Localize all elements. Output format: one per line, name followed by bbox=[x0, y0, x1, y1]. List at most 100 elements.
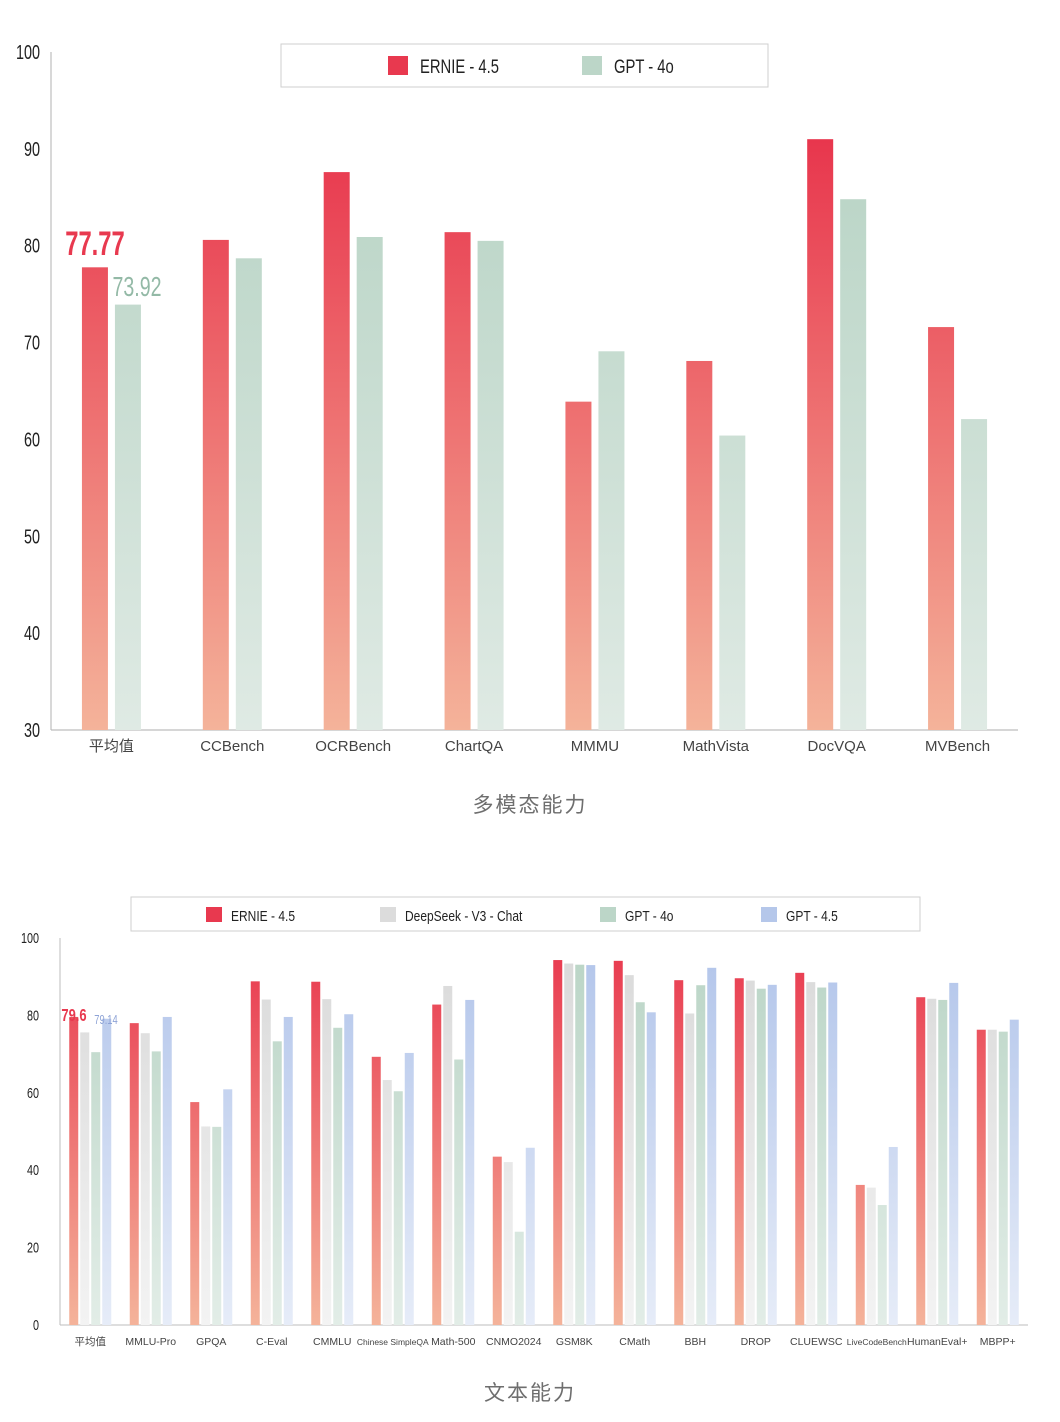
gpt45-average-label: 79.14 bbox=[94, 1014, 117, 1028]
bar-deepseek-math-500 bbox=[443, 985, 453, 1325]
legend-box bbox=[280, 43, 769, 88]
category-labels: 平均值 CCBench OCRBench ChartQA MMMU MathVista Do… bbox=[89, 738, 990, 755]
bar-ernie-humaneval bbox=[916, 997, 926, 1325]
category-label-gsm8k: GSM8K bbox=[556, 1336, 593, 1348]
bar-ernie-mmmu bbox=[565, 401, 592, 730]
bar-gpt45-cluewsc bbox=[828, 982, 838, 1325]
bar-gpt45-humaneval bbox=[949, 982, 959, 1325]
bar-gpt45-chinese-simpleqa bbox=[404, 1052, 414, 1325]
bar-deepseek-chinese-simpleqa bbox=[382, 1080, 392, 1325]
bar-deepseek-gpqa bbox=[201, 1126, 211, 1325]
bar-ernie-gsm8k bbox=[553, 960, 563, 1325]
y-tick-60: 60 bbox=[24, 428, 40, 451]
legend-swatch-gpt4o bbox=[600, 907, 616, 922]
bar-deepseek-cluewsc bbox=[806, 982, 816, 1325]
bar-gpt4o-chartqa bbox=[477, 240, 504, 730]
bar-gpt4o-mbpp bbox=[998, 1031, 1008, 1325]
category-label-humaneval: HumanEval+ bbox=[907, 1336, 967, 1348]
category-label-bbh: BBH bbox=[684, 1336, 706, 1348]
bar-gpt4o-cmath bbox=[635, 1002, 645, 1325]
bar-ernie-c-eval bbox=[250, 981, 260, 1325]
bar-ernie-chartqa bbox=[444, 232, 471, 730]
bars bbox=[69, 960, 1019, 1325]
category-label-cmmlu: CMMLU bbox=[313, 1336, 352, 1348]
bar-ernie-mbpp bbox=[976, 1029, 986, 1325]
bar-ernie-ocrbench bbox=[323, 172, 350, 731]
bar-gpt45-livecodebench bbox=[888, 1146, 898, 1325]
bar-deepseek-mmlu-pro bbox=[140, 1033, 150, 1325]
bar-deepseek-cnmo2024 bbox=[503, 1162, 513, 1325]
bar-gpt4o-gpqa bbox=[212, 1126, 222, 1325]
bar-deepseek-cmath bbox=[624, 975, 634, 1325]
bar-deepseek-drop bbox=[745, 980, 755, 1325]
bar-ernie-cmath bbox=[613, 960, 623, 1325]
bar-gpt4o-livecodebench bbox=[877, 1205, 887, 1325]
y-tick-90: 90 bbox=[24, 137, 40, 160]
legend: ERNIE - 4.5 GPT - 4o bbox=[280, 43, 769, 88]
text-ability-caption: 文本能力 bbox=[484, 1381, 576, 1405]
bar-ernie-avg bbox=[81, 267, 108, 730]
category-label-c-eval: C-Eval bbox=[256, 1336, 288, 1348]
category-label-mmmu: MMMU bbox=[571, 738, 619, 755]
legend-label-deepseek: DeepSeek - V3 - Chat bbox=[405, 908, 523, 925]
legend-label-ernie: ERNIE - 4.5 bbox=[231, 908, 295, 925]
bar-gpt4o-humaneval bbox=[938, 999, 948, 1325]
bar-gpt4o-cmmlu bbox=[333, 1027, 343, 1325]
bar-gpt45-avg bbox=[102, 1018, 112, 1325]
bar-gpt45-gsm8k bbox=[586, 965, 596, 1325]
bar-deepseek-avg bbox=[80, 1032, 90, 1325]
bar-gpt45-c-eval bbox=[283, 1016, 293, 1325]
category-label-cnmo2024: CNMO2024 bbox=[486, 1336, 542, 1348]
legend-box bbox=[130, 896, 921, 932]
bar-ernie-mvbench bbox=[928, 327, 955, 730]
y-tick-100: 100 bbox=[21, 929, 39, 946]
bar-gpt4o-gsm8k bbox=[575, 964, 585, 1325]
bar-gpt45-mbpp bbox=[1009, 1019, 1019, 1325]
bar-deepseek-cmmlu bbox=[322, 999, 332, 1325]
multimodal-chart: 100 90 80 70 60 50 40 30 平均值 CCBench OCRBench Char… bbox=[16, 41, 1018, 755]
legend-label-gpt4o: GPT - 4o bbox=[625, 908, 673, 925]
category-labels: 平均值 MMLU-Pro GPQA C-Eval CMMLU Chinese Simple… bbox=[75, 1335, 1016, 1348]
bar-gpt4o-ccbench bbox=[235, 258, 262, 730]
bar-gpt45-gpqa bbox=[223, 1089, 233, 1325]
bar-gpt4o-chinese-simpleqa bbox=[393, 1091, 403, 1325]
bar-deepseek-c-eval bbox=[261, 999, 271, 1325]
y-tick-80: 80 bbox=[27, 1007, 39, 1024]
category-label-math-500: Math-500 bbox=[431, 1336, 476, 1348]
category-label-ocrbench: OCRBench bbox=[315, 738, 391, 755]
bar-gpt4o-mmmu bbox=[598, 351, 625, 730]
category-label-mbpp: MBPP+ bbox=[980, 1336, 1016, 1348]
ernie-average-label: 79.6 bbox=[61, 1006, 86, 1026]
value-annotations: 77.77 73.92 bbox=[65, 225, 161, 303]
multimodal-caption: 多模态能力 bbox=[472, 793, 588, 817]
category-label-avg: 平均值 bbox=[89, 738, 134, 755]
category-label-chartqa: ChartQA bbox=[445, 738, 503, 755]
legend-label-gpt45: GPT - 4.5 bbox=[786, 908, 838, 925]
y-tick-60: 60 bbox=[27, 1084, 39, 1101]
category-label-docvqa: DocVQA bbox=[808, 738, 866, 755]
bar-ernie-cmmlu bbox=[311, 981, 321, 1325]
category-label-mathvista: MathVista bbox=[683, 738, 750, 755]
value-annotations: 79.6 79.14 bbox=[61, 1006, 117, 1027]
bar-deepseek-humaneval bbox=[927, 998, 937, 1325]
y-tick-80: 80 bbox=[24, 234, 40, 257]
bar-ernie-mmlu-pro bbox=[129, 1023, 139, 1325]
legend-swatch-ernie bbox=[206, 907, 222, 922]
category-label-cmath: CMath bbox=[619, 1336, 650, 1348]
bar-gpt4o-math-500 bbox=[454, 1059, 464, 1325]
bar-gpt45-drop bbox=[767, 984, 777, 1325]
legend-swatch-ernie bbox=[388, 56, 408, 75]
y-tick-50: 50 bbox=[24, 525, 40, 548]
text-ability-chart: 100 80 60 40 20 0 平均值 MMLU-Pro GPQA C-Eval CMMLU C… bbox=[21, 896, 1028, 1348]
bar-deepseek-bbh bbox=[685, 1013, 695, 1325]
bar-ernie-chinese-simpleqa bbox=[371, 1056, 381, 1325]
bar-ernie-bbh bbox=[674, 980, 684, 1325]
y-tick-40: 40 bbox=[24, 622, 40, 645]
bar-ernie-cnmo2024 bbox=[492, 1156, 502, 1325]
category-label-ccbench: CCBench bbox=[200, 738, 264, 755]
legend-swatch-gpt45 bbox=[761, 907, 777, 922]
legend-swatch-gpt4o bbox=[582, 56, 602, 75]
chart-axes bbox=[59, 938, 1028, 1326]
bar-gpt4o-avg bbox=[114, 304, 141, 730]
bar-gpt4o-avg bbox=[91, 1052, 101, 1325]
